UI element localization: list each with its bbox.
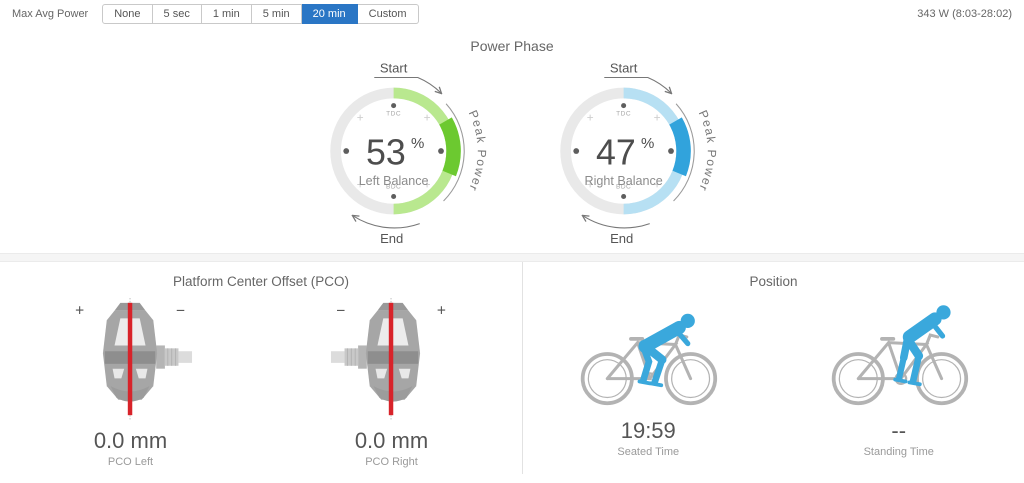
left-balance-gauge: Peak Power Start End TDC BDC 53 % Left B… [330, 61, 489, 246]
pco-right-value: 0.0 mm [354, 428, 429, 453]
seated-time-value: 19:59 [620, 418, 676, 443]
left-pedal-icon: + − [75, 297, 192, 421]
plus-sign: + [436, 302, 445, 319]
end-label: End [380, 231, 403, 246]
balance-label: Left Balance [359, 174, 429, 188]
peak-power-label: Peak Power [696, 108, 719, 194]
pco-offset-line [388, 302, 393, 416]
seated-rider [637, 320, 691, 388]
standing-time-value: -- [891, 418, 907, 443]
max-avg-power-summary: 343 W (8:03-28:02) [917, 8, 1012, 20]
standing-time-card: -- Standing Time [828, 297, 970, 458]
balance-value: 53 [366, 133, 406, 173]
interval-button-5sec[interactable]: 5 sec [152, 4, 202, 24]
interval-button-none[interactable]: None [102, 4, 153, 24]
minus-sign: − [175, 302, 184, 319]
interval-button-custom[interactable]: Custom [357, 4, 419, 24]
right-dot [668, 148, 674, 154]
pco-title: Platform Center Offset (PCO) [172, 274, 350, 289]
start-arrow-icon [604, 76, 671, 93]
power-phase-title: Power Phase [470, 38, 554, 54]
peak-power-bracket [673, 103, 695, 202]
rider-head [936, 305, 951, 320]
seated-time-label: Seated Time [617, 446, 680, 458]
interval-button-20min[interactable]: 20 min [301, 4, 358, 24]
pco-left-value: 0.0 mm [93, 428, 168, 453]
max-avg-power-label: Max Avg Power [12, 8, 89, 20]
balance-label: Right Balance [585, 174, 663, 188]
balance-value: 47 [596, 133, 636, 173]
pco-section: Platform Center Offset (PCO) [0, 262, 523, 474]
bdc-label: BDC [386, 184, 401, 191]
peak-power-bracket [443, 103, 465, 202]
start-arrow-icon [374, 76, 441, 93]
end-arrow-icon [583, 216, 650, 229]
pco-right-card: − + 0.0 mm PCO Right [328, 297, 456, 468]
minus-sign: − [336, 302, 345, 319]
pco-left-card: + − 0.0 mm PCO Left [67, 297, 195, 468]
balance-unit: % [411, 135, 424, 152]
bottom-panels: Platform Center Offset (PCO) [0, 262, 1024, 474]
standing-cyclist-icon [831, 305, 968, 406]
position-title: Position [749, 274, 798, 289]
toolbar: Max Avg Power None 5 sec 1 min 5 min 20 … [0, 0, 1024, 26]
tdc-label: TDC [386, 110, 401, 117]
position-section: Position 19:59 [523, 262, 1024, 474]
power-phase-gauges: Peak Power Start End TDC BDC 53 % Left B… [0, 56, 1024, 248]
balance-unit: % [641, 135, 654, 152]
tdc-label: TDC [616, 110, 631, 117]
pco-left-label: PCO Left [107, 456, 154, 468]
start-label: Start [380, 61, 408, 76]
tdc-dot [621, 103, 627, 109]
bdc-dot [621, 193, 627, 200]
left-dot [573, 148, 580, 154]
peak-power-label: Peak Power [466, 108, 489, 194]
end-label: End [610, 231, 633, 246]
plus-sign: + [75, 302, 84, 319]
left-dot [343, 148, 350, 154]
start-label: Start [610, 61, 638, 76]
bdc-label: BDC [616, 184, 631, 191]
interval-button-group: None 5 sec 1 min 5 min 20 min Custom [102, 4, 419, 24]
seated-cyclist-icon [581, 313, 718, 406]
standing-rider [893, 312, 945, 387]
peak-power-arc [669, 117, 691, 177]
seated-time-card: 19:59 Seated Time [577, 297, 719, 458]
right-dot [438, 148, 444, 154]
bdc-dot [391, 193, 397, 200]
end-arrow-icon [353, 216, 420, 229]
interval-button-1min[interactable]: 1 min [201, 4, 252, 24]
interval-button-5min[interactable]: 5 min [251, 4, 302, 24]
peak-power-arc [439, 117, 461, 177]
rider-head [680, 313, 696, 328]
tdc-dot [391, 103, 397, 109]
pco-right-label: PCO Right [365, 456, 418, 468]
diagonal-ticks [357, 114, 430, 188]
right-balance-gauge: Peak Power Start End TDC BDC 47 % Right … [560, 61, 719, 246]
pco-offset-line [127, 302, 132, 416]
diagonal-ticks [587, 114, 660, 188]
section-divider [0, 253, 1024, 262]
standing-time-label: Standing Time [863, 446, 934, 458]
right-pedal-icon: − + [330, 297, 445, 421]
